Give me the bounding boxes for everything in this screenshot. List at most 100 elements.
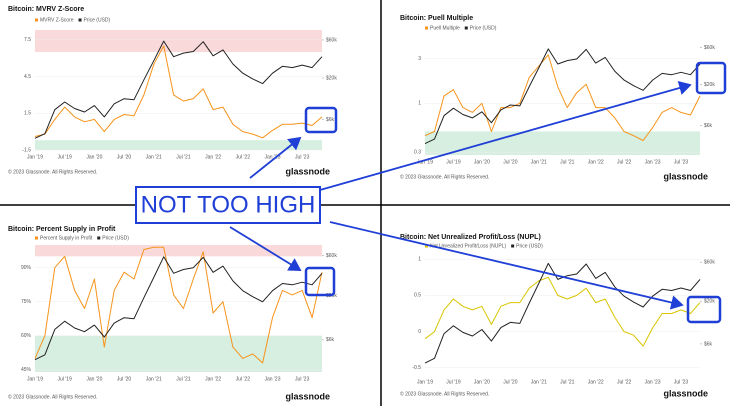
legend-swatch xyxy=(511,244,515,248)
x-tick-label: Jan '23 xyxy=(645,159,661,165)
legend-swatch xyxy=(464,26,468,30)
x-tick-label: Jul '21 xyxy=(176,376,191,382)
x-tick-label: Jul '21 xyxy=(176,154,191,160)
y-tick-label: 1 xyxy=(418,257,421,263)
x-tick-label: Jan '23 xyxy=(265,376,281,382)
highlight-box xyxy=(686,295,722,324)
x-tick-label: Jul '20 xyxy=(117,154,132,160)
brand: glassnode xyxy=(285,166,330,176)
x-tick-label: Jan '20 xyxy=(474,379,490,385)
x-tick-label: Jul '20 xyxy=(503,379,518,385)
y2-tick-label: $20k xyxy=(704,82,715,88)
chart-title: Bitcoin: Percent Supply in Profit xyxy=(8,226,116,233)
legend-label: Percent Supply in Profit xyxy=(40,235,93,241)
series-line xyxy=(424,276,701,347)
x-tick-label: Jul '21 xyxy=(560,379,575,385)
x-tick-label: Jul '19 xyxy=(58,376,73,382)
highlight-box xyxy=(304,106,338,134)
series-line xyxy=(34,45,323,139)
x-tick-label: Jul '20 xyxy=(503,159,518,165)
y2-tick-label: $60k xyxy=(326,37,337,43)
footer: © 2023 Glassnode. All Rights Reserved. xyxy=(8,393,97,400)
y2-tick-label: $60k xyxy=(704,260,715,266)
highlight-box xyxy=(695,61,727,95)
y-tick-label: 3 xyxy=(418,56,421,62)
y-tick-label: 60% xyxy=(21,333,32,339)
x-tick-label: Jan '22 xyxy=(205,154,221,160)
legend-label: Price (USD) xyxy=(84,17,111,23)
legend-label: Net Unrealized Profit/Loss (NUPL) xyxy=(430,243,506,249)
x-tick-label: Jul '22 xyxy=(617,379,632,385)
y2-tick-label: $60k xyxy=(326,253,337,259)
highlights xyxy=(304,61,727,324)
chart-title: Bitcoin: MVRV Z-Score xyxy=(8,6,84,13)
y-tick-label: 0 xyxy=(418,329,421,335)
legend-label: Puell Multiple xyxy=(430,25,460,31)
legend-label: Price (USD) xyxy=(102,235,129,241)
brand: glassnode xyxy=(663,171,708,181)
y-tick-label: 0.3 xyxy=(414,150,421,156)
x-tick-label: Jan '19 xyxy=(417,159,433,165)
x-tick-label: Jan '20 xyxy=(86,154,102,160)
x-tick-label: Jan '20 xyxy=(474,159,490,165)
legend-swatch xyxy=(425,244,428,248)
arrow xyxy=(229,226,302,271)
legend-label: Price (USD) xyxy=(516,243,543,249)
brand: glassnode xyxy=(285,391,330,401)
footer: © 2023 Glassnode. All Rights Reserved. xyxy=(400,390,489,397)
x-tick-label: Jan '21 xyxy=(146,154,162,160)
x-tick-label: Jul '23 xyxy=(295,376,310,382)
x-tick-label: Jan '22 xyxy=(588,159,604,165)
band xyxy=(35,245,322,257)
series-line xyxy=(424,54,701,141)
x-tick-label: Jul '22 xyxy=(617,159,632,165)
x-tick-label: Jan '21 xyxy=(531,379,547,385)
x-tick-label: Jan '19 xyxy=(27,376,43,382)
arrows xyxy=(229,81,692,310)
y2-tick-label: $60k xyxy=(704,45,715,51)
y2-tick-label: $20k xyxy=(704,299,715,305)
y-tick-label: 1.5 xyxy=(24,111,31,117)
x-tick-label: Jul '19 xyxy=(446,159,461,165)
chart: Bitcoin: Percent Supply in Profit 45% 60% 7… xyxy=(8,226,337,402)
charts: Bitcoin: MVRV Z-Score -1.5 1.5 4.5 7.5 $6k $20… xyxy=(8,6,715,402)
x-tick-label: Jan '23 xyxy=(645,379,661,385)
band xyxy=(35,30,322,53)
y2-tick-label: $6k xyxy=(704,123,713,129)
x-tick-label: Jan '21 xyxy=(531,159,547,165)
legend-swatch xyxy=(425,26,428,30)
x-tick-label: Jan '22 xyxy=(588,379,604,385)
chart: Bitcoin: MVRV Z-Score -1.5 1.5 4.5 7.5 $6k $20… xyxy=(8,6,337,177)
series-line xyxy=(34,256,323,361)
y2-tick-label: $6k xyxy=(326,337,335,343)
x-tick-label: Jan '19 xyxy=(27,154,43,160)
y2-tick-label: $6k xyxy=(704,341,713,347)
footer: © 2023 Glassnode. All Rights Reserved. xyxy=(8,168,97,175)
y-tick-label: 1 xyxy=(418,101,421,107)
y-tick-label: 45% xyxy=(21,367,32,373)
y-tick-label: 90% xyxy=(21,265,32,271)
legend-label: Price (USD) xyxy=(470,25,497,31)
x-tick-label: Jul '22 xyxy=(236,376,251,382)
x-tick-label: Jul '23 xyxy=(295,154,310,160)
legend-swatch xyxy=(35,18,38,22)
y-tick-label: 7.5 xyxy=(24,37,31,43)
chart: Bitcoin: Net Unrealized Profit/Loss (NUP… xyxy=(400,234,715,399)
band xyxy=(35,335,322,372)
x-tick-label: Jul '22 xyxy=(236,154,251,160)
x-tick-label: Jul '23 xyxy=(674,159,689,165)
band xyxy=(425,131,700,155)
arrow xyxy=(319,81,692,191)
arrow xyxy=(329,221,684,310)
x-tick-label: Jan '19 xyxy=(417,379,433,385)
footer: © 2023 Glassnode. All Rights Reserved. xyxy=(400,173,489,180)
x-tick-label: Jul '21 xyxy=(560,159,575,165)
x-tick-label: Jan '23 xyxy=(265,154,281,160)
y-tick-label: 4.5 xyxy=(24,74,31,80)
brand: glassnode xyxy=(663,388,708,398)
series-line xyxy=(34,246,323,364)
chart-title: Bitcoin: Net Unrealized Profit/Loss (NUP… xyxy=(400,234,541,241)
x-tick-label: Jan '21 xyxy=(146,376,162,382)
annotation-box xyxy=(135,186,321,224)
